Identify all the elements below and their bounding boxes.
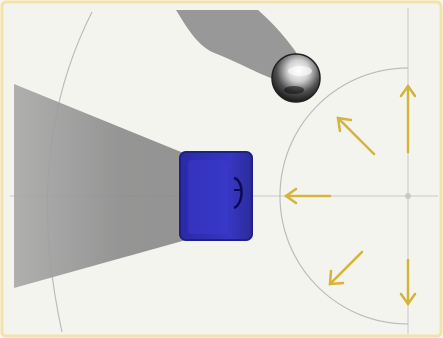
direction-circle-arc: [279, 67, 409, 325]
arrow-down-icon: [399, 258, 417, 307]
blue-box-icon: [179, 151, 253, 241]
arrow-up-left-icon: [336, 116, 376, 156]
arrow-down-left-icon: [328, 250, 364, 286]
light-beam: [14, 84, 224, 288]
chrome-sphere-icon: [271, 53, 321, 103]
arrow-left-icon: [283, 187, 332, 205]
sphere-light-beam: [176, 10, 300, 82]
center-marker: [405, 193, 411, 199]
arrow-up-icon: [399, 83, 417, 154]
